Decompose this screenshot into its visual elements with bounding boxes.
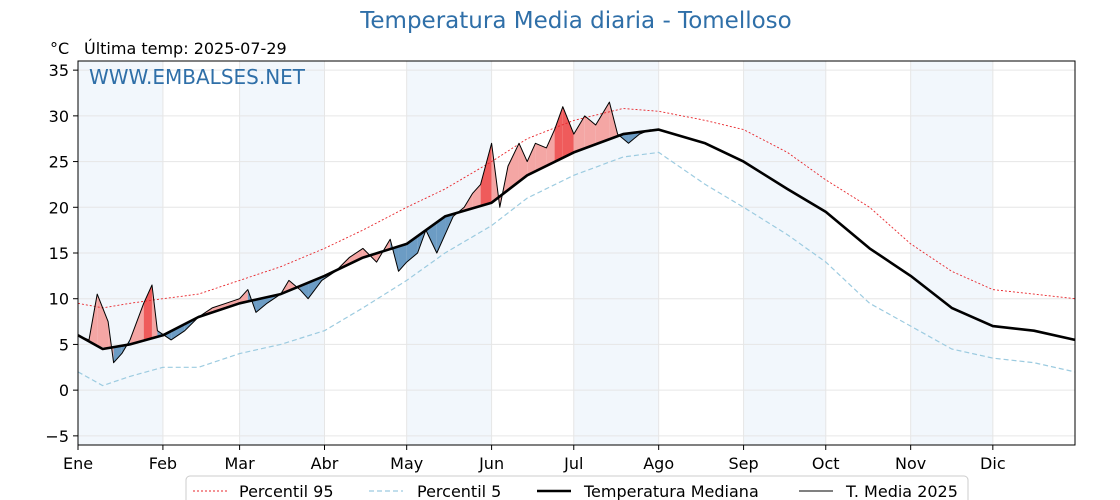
fill-above-median (239, 289, 248, 304)
y-tick-label: 0 (59, 381, 69, 400)
y-tick-label: −5 (45, 427, 69, 446)
fill-above-median (472, 184, 481, 209)
x-tick-label-ene: Ene (63, 454, 93, 473)
legend-label-p5: Percentil 5 (417, 482, 501, 500)
legend-box (185, 475, 969, 500)
x-tick-label-sep: Sep (729, 454, 759, 473)
series-line-percentil-95 (77, 108, 1076, 309)
x-tick-label-jun: Jun (478, 454, 504, 473)
fill-above-median (562, 106, 574, 158)
fill-above-median (573, 115, 585, 153)
x-tick-label-may: May (390, 454, 423, 473)
y-axis-ticks: −5 0 5 10 15 20 25 30 35 (45, 61, 78, 446)
y-unit-label: °C (50, 39, 70, 58)
fill-above-median (97, 294, 109, 349)
fill-above-median (508, 143, 519, 191)
legend-label-median: Temperatura Mediana (583, 482, 759, 500)
fill-below-median (171, 324, 185, 340)
y-tick-label: 15 (49, 244, 69, 263)
x-tick-label-feb: Feb (149, 454, 177, 473)
fill-below-median (113, 345, 122, 363)
x-tick-label-nov: Nov (895, 454, 926, 473)
x-tick-label-oct: Oct (812, 454, 840, 473)
y-tick-label: 20 (49, 198, 69, 217)
series-line-temperatura-mediana (77, 128, 1076, 351)
fill-above-median (480, 143, 492, 206)
series-line-t-media-2025 (77, 101, 651, 364)
plot-frame (77, 60, 1076, 446)
series-line-percentil-5 (77, 151, 1076, 387)
y-tick-label: 25 (49, 153, 69, 172)
x-axis-ticks: Ene Feb Mar Abr May Jun Jul Ago Sep Oct Nov Dic (63, 445, 1006, 473)
x-tick-label-mar: Mar (225, 454, 256, 473)
y-tick-label: 5 (59, 335, 69, 354)
y-tick-label: 10 (49, 290, 69, 309)
fill-above-median (584, 115, 596, 149)
fill-below-median (299, 282, 309, 299)
fill-above-median (554, 106, 563, 162)
fill-above-median (518, 143, 528, 182)
anomaly-fills (78, 102, 651, 363)
chart-title: Temperatura Media diaria - Tomelloso (360, 8, 792, 34)
watermark: WWW.EMBALSES.NET (89, 65, 306, 89)
legend: Percentil 95 Percentil 5 Temperatura Media… (185, 475, 969, 500)
x-tick-label-dic: Dic (980, 454, 1006, 473)
fill-above-median (349, 248, 363, 265)
last-temp-label: Última temp: 2025-07-29 (84, 39, 287, 58)
fill-above-median (527, 143, 536, 176)
x-tick-label-ago: Ago (643, 454, 674, 473)
series-lines (77, 101, 1076, 387)
fill-below-median (256, 297, 267, 313)
fill-below-median (425, 222, 437, 253)
x-tick-label-jul: Jul (563, 454, 583, 473)
y-tick-label: 35 (49, 61, 69, 80)
fill-below-median (436, 216, 446, 253)
legend-label-current: T. Media 2025 (845, 482, 958, 500)
y-tick-label: 30 (49, 107, 69, 126)
fill-above-median (546, 129, 555, 166)
fill-above-median (535, 143, 547, 172)
legend-label-p95: Percentil 95 (239, 482, 334, 500)
x-tick-label-abr: Abr (311, 454, 339, 473)
